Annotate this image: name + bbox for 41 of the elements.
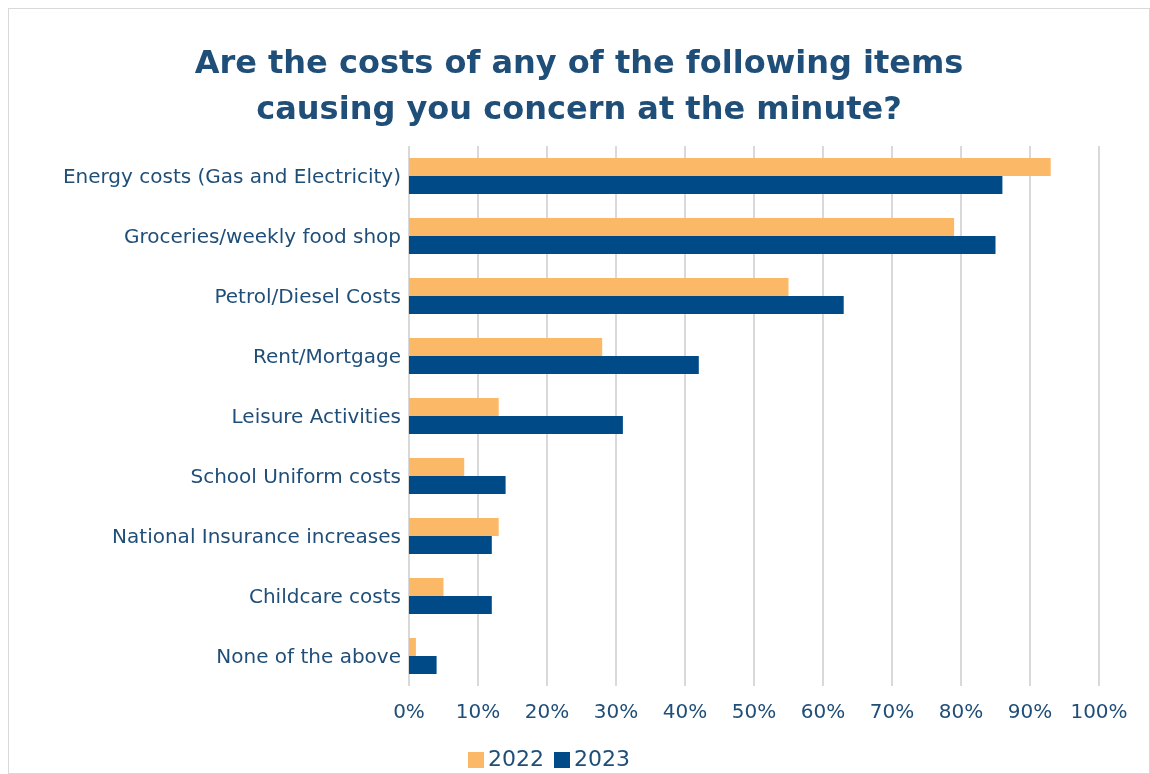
x-tick-label: 70%	[869, 699, 915, 724]
y-tick-label: Leisure Activities	[231, 404, 401, 429]
bar	[409, 158, 1051, 176]
x-tick-label: 20%	[524, 699, 570, 724]
bar	[409, 278, 789, 296]
bar	[409, 338, 603, 356]
bar	[409, 518, 499, 536]
y-tick-label: None of the above	[216, 644, 401, 669]
bar	[409, 638, 416, 656]
x-tick-label: 50%	[731, 699, 777, 724]
y-tick-label: Groceries/weekly food shop	[124, 224, 401, 249]
x-tick-label: 80%	[938, 699, 984, 724]
y-tick-label: Rent/Mortgage	[252, 344, 401, 369]
y-tick-label: Petrol/Diesel Costs	[214, 284, 401, 309]
x-tick-label: 10%	[455, 699, 501, 724]
bar	[409, 536, 492, 554]
x-tick-label: 40%	[662, 699, 708, 724]
bar	[409, 476, 506, 494]
x-tick-label: 30%	[593, 699, 639, 724]
chart-title: Are the costs of any of the following items causing you concern at the minute?	[193, 42, 965, 129]
y-tick-label: School Uniform costs	[190, 464, 401, 489]
y-tick-label: Childcare costs	[248, 584, 401, 609]
x-tick-label: 0%	[393, 699, 425, 724]
bar	[409, 296, 844, 314]
legend-label: 2023	[574, 746, 630, 771]
bar	[409, 176, 1003, 194]
bar	[409, 398, 499, 416]
y-tick-label: National Insurance increases	[112, 524, 401, 549]
bar	[409, 656, 437, 674]
legend-label: 2022	[488, 746, 544, 771]
bar	[409, 236, 996, 254]
bar	[409, 596, 492, 614]
bar	[409, 578, 444, 596]
x-tick-label: 60%	[800, 699, 846, 724]
x-tick-label: 90%	[1007, 699, 1053, 724]
y-tick-label: Energy costs (Gas and Electricity)	[62, 164, 401, 189]
bar	[409, 356, 699, 374]
bar	[409, 416, 623, 434]
bar	[409, 218, 955, 236]
x-tick-label: 100%	[1070, 699, 1128, 724]
bar	[409, 458, 465, 476]
